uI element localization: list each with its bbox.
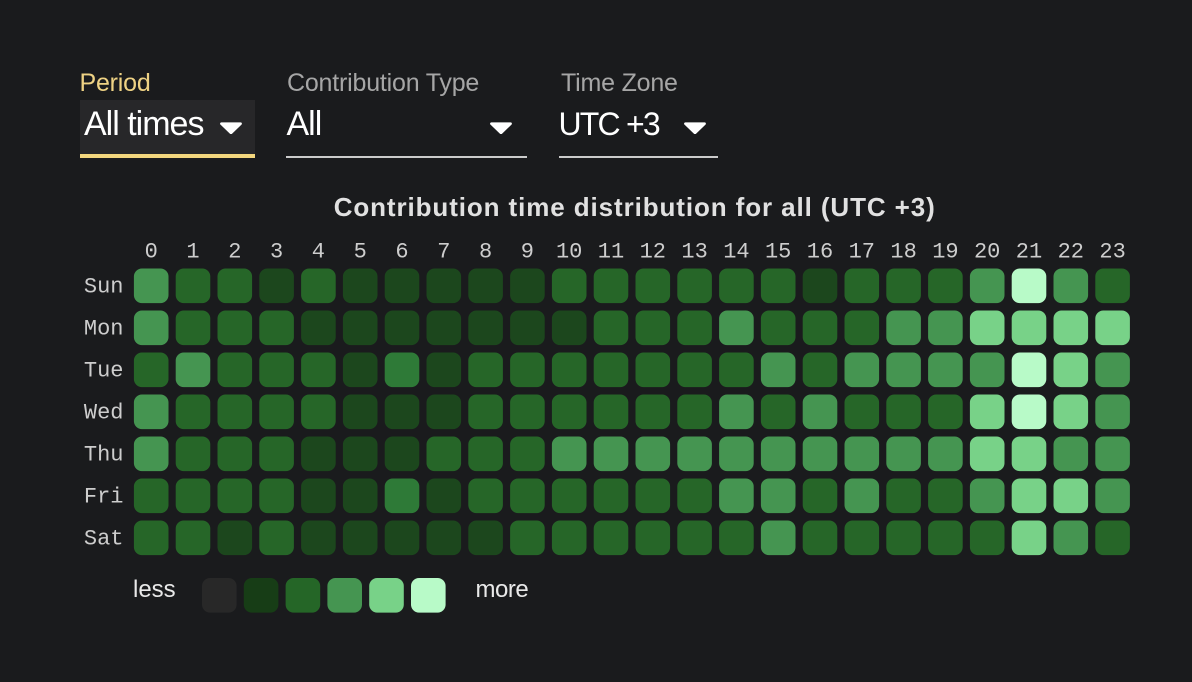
svg-text:8: 8 — [479, 240, 492, 265]
svg-text:0: 0 — [145, 240, 158, 265]
svg-text:11: 11 — [598, 240, 624, 265]
svg-text:18: 18 — [890, 240, 916, 265]
svg-text:Tue: Tue — [84, 358, 124, 383]
svg-text:10: 10 — [556, 240, 582, 265]
svg-text:Fri: Fri — [84, 484, 124, 509]
svg-text:21: 21 — [1016, 240, 1042, 265]
svg-text:9: 9 — [521, 240, 534, 265]
svg-text:4: 4 — [312, 240, 325, 265]
svg-text:1: 1 — [186, 240, 199, 265]
svg-text:14: 14 — [723, 240, 749, 265]
svg-text:17: 17 — [849, 240, 875, 265]
svg-text:19: 19 — [932, 240, 958, 265]
svg-text:15: 15 — [765, 240, 791, 265]
svg-text:12: 12 — [640, 240, 666, 265]
svg-text:5: 5 — [354, 240, 367, 265]
svg-text:Thu: Thu — [84, 442, 124, 467]
svg-text:7: 7 — [437, 240, 450, 265]
svg-text:Sat: Sat — [84, 526, 124, 551]
svg-text:2: 2 — [228, 240, 241, 265]
svg-text:13: 13 — [681, 240, 707, 265]
svg-text:22: 22 — [1058, 240, 1084, 265]
svg-text:6: 6 — [395, 240, 408, 265]
svg-text:3: 3 — [270, 240, 283, 265]
svg-text:Sun: Sun — [84, 274, 124, 299]
svg-text:Wed: Wed — [84, 400, 124, 425]
svg-text:23: 23 — [1099, 240, 1125, 265]
svg-text:Mon: Mon — [84, 316, 124, 341]
svg-text:20: 20 — [974, 240, 1000, 265]
svg-text:16: 16 — [807, 240, 833, 265]
